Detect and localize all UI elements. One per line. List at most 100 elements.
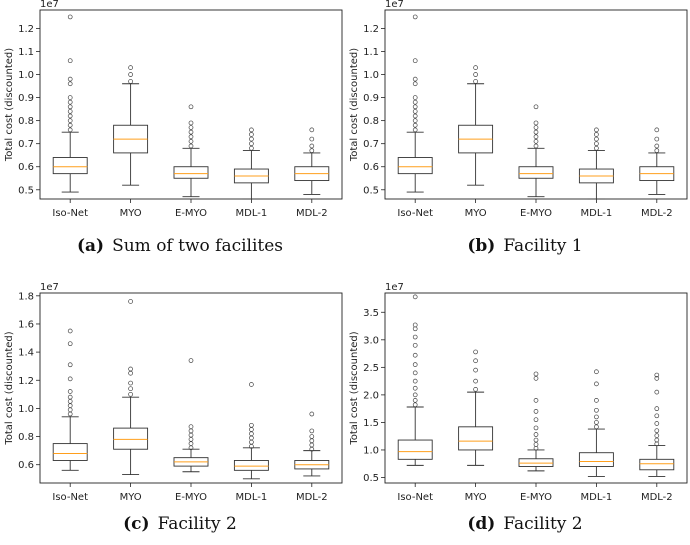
- outlier-point: [188, 441, 194, 446]
- outlier-point: [249, 127, 254, 133]
- outlier-point: [533, 432, 539, 437]
- outlier-point: [412, 392, 418, 398]
- outlier-point: [533, 409, 539, 414]
- outlier-point: [533, 371, 539, 377]
- outlier-point: [412, 95, 418, 100]
- outlier-point: [533, 125, 539, 130]
- outlier-point: [67, 122, 73, 128]
- x-tick-label: E-MYO: [175, 492, 207, 503]
- outlier-point: [128, 366, 133, 372]
- chart-panel-a: 0.5 0.6 0.7 0.8 0.9 1.0 1.1 1.2 1e7 Total cost (d…: [4, 0, 343, 219]
- outlier-point: [128, 65, 133, 70]
- y-tick-label: 0.6: [363, 162, 379, 173]
- outlier-point: [67, 14, 73, 20]
- outlier-point: [67, 109, 73, 114]
- outlier-point: [412, 378, 418, 384]
- outlier-point: [67, 389, 73, 394]
- outlier-point: [67, 95, 73, 100]
- outlier-point: [533, 376, 539, 381]
- y-multiplier: 1e7: [40, 282, 59, 293]
- outlier-point: [128, 299, 133, 304]
- outlier-point: [412, 362, 418, 367]
- caption-c: (c) Facility 2: [40, 514, 320, 534]
- outlier-point: [533, 442, 539, 447]
- x-tick-label: MYO: [120, 208, 142, 219]
- outlier-point: [533, 104, 539, 110]
- y-multiplier: 1e7: [385, 0, 404, 10]
- outlier-point: [412, 122, 418, 128]
- outlier-point: [533, 139, 539, 144]
- outlier-point: [188, 104, 194, 110]
- outlier-point: [249, 435, 254, 441]
- outlier-point: [533, 425, 539, 431]
- outlier-point: [67, 341, 73, 347]
- y-tick-label: 0.8: [18, 116, 34, 127]
- outlier-point: [412, 402, 418, 408]
- outlier-point: [309, 442, 315, 448]
- outlier-point: [249, 132, 254, 137]
- outlier-point: [412, 81, 418, 87]
- box-iso-net: [52, 443, 88, 461]
- x-tick-label: E-MYO: [520, 208, 552, 219]
- outlier-point: [412, 58, 418, 64]
- outlier-point: [594, 136, 599, 142]
- outlier-point: [309, 411, 315, 417]
- outlier-point: [473, 378, 478, 384]
- outlier-point: [188, 358, 194, 363]
- outlier-point: [188, 120, 194, 126]
- caption-b-text: Facility 1: [503, 236, 583, 256]
- y-tick-label: 0.9: [363, 93, 379, 104]
- outlier-point: [128, 380, 133, 386]
- outlier-point: [594, 414, 599, 420]
- outlier-point: [654, 148, 660, 153]
- outlier-point: [533, 120, 539, 126]
- outlier-point: [594, 132, 599, 137]
- outlier-point: [533, 129, 539, 135]
- outlier-point: [67, 399, 73, 404]
- caption-d-label: (d): [467, 514, 496, 534]
- y-tick-label: 0.7: [363, 139, 379, 150]
- y-tick-label: 1.2: [363, 24, 379, 35]
- outlier-point: [309, 148, 315, 153]
- x-tick-label: MDL-1: [236, 492, 268, 503]
- outlier-point: [188, 428, 194, 434]
- outlier-point: [249, 145, 254, 151]
- box-iso-net: [397, 157, 433, 175]
- box-mdl-2: [639, 458, 675, 471]
- caption-b-label: (b): [467, 236, 496, 256]
- outlier-point: [533, 437, 539, 443]
- outlier-point: [128, 370, 133, 376]
- outlier-point: [594, 127, 599, 133]
- x-tick-label: MDL-2: [296, 208, 328, 219]
- outlier-point: [412, 104, 418, 110]
- outlier-point: [654, 421, 660, 426]
- y-multiplier: 1e7: [40, 0, 59, 10]
- outlier-point: [473, 72, 478, 77]
- outlier-point: [67, 104, 73, 110]
- outlier-point: [473, 349, 478, 355]
- outlier-point: [249, 439, 254, 445]
- outlier-point: [67, 411, 73, 417]
- outlier-point: [654, 433, 660, 438]
- outlier-point: [412, 326, 418, 332]
- outlier-point: [188, 139, 194, 144]
- caption-a-text: Sum of two facilites: [112, 236, 284, 256]
- x-tick-label: MYO: [120, 492, 142, 503]
- outlier-point: [67, 58, 73, 64]
- y-tick-label: 0.5: [363, 473, 379, 484]
- x-tick-label: E-MYO: [520, 492, 552, 503]
- outlier-point: [128, 386, 133, 392]
- y-tick-label: 1.8: [18, 291, 34, 302]
- outlier-point: [67, 403, 73, 408]
- outlier-point: [654, 406, 660, 412]
- outlier-point: [67, 99, 73, 105]
- outlier-point: [249, 427, 254, 432]
- outlier-point: [473, 79, 478, 84]
- outlier-point: [654, 127, 660, 133]
- outlier-point: [67, 362, 73, 368]
- outlier-point: [412, 118, 418, 123]
- x-tick-label: MYO: [465, 208, 487, 219]
- y-tick-label: 0.6: [18, 162, 34, 173]
- box-e-myo: [518, 458, 554, 467]
- y-tick-label: 1.0: [18, 70, 34, 81]
